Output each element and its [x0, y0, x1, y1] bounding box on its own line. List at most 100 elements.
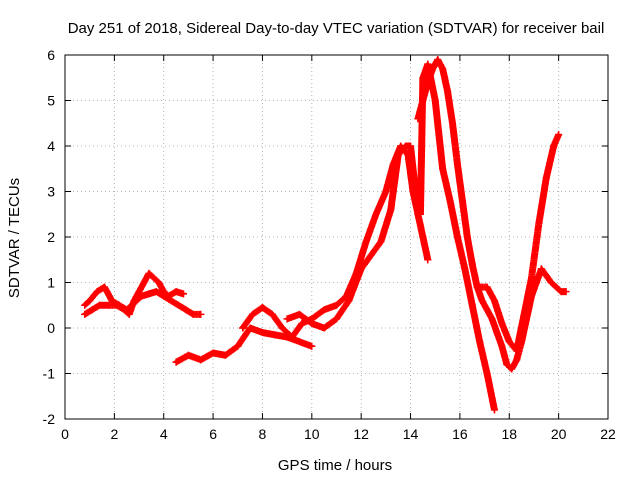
data-point — [542, 272, 550, 280]
data-point — [508, 365, 516, 373]
series-track-g — [476, 131, 563, 355]
data-point — [320, 306, 328, 314]
data-point — [483, 283, 491, 291]
data-point — [550, 142, 558, 150]
data-point — [113, 301, 121, 309]
data-point — [562, 288, 570, 296]
data-point — [439, 65, 447, 73]
data-point — [271, 331, 279, 339]
data-point — [444, 87, 452, 95]
data-point — [239, 324, 247, 332]
data-point — [197, 310, 205, 318]
y-tick-label: 3 — [47, 184, 55, 200]
data-point — [377, 238, 385, 246]
data-point — [268, 310, 276, 318]
x-tick-label: 14 — [403, 426, 419, 442]
data-point — [357, 265, 365, 273]
data-point — [498, 342, 506, 350]
data-point — [411, 188, 419, 195]
data-point — [490, 297, 498, 305]
x-tick-label: 16 — [452, 426, 468, 442]
data-point — [520, 310, 528, 318]
data-point — [288, 333, 296, 341]
x-tick-label: 12 — [353, 426, 369, 442]
x-tick-label: 22 — [600, 426, 616, 442]
data-point — [483, 370, 491, 377]
x-tick-label: 8 — [259, 426, 267, 442]
data-point — [555, 131, 563, 139]
series-track-a — [81, 283, 205, 318]
data-point — [414, 115, 422, 123]
data-point — [453, 233, 461, 241]
chart-title: Day 251 of 2018, Sidereal Day-to-day VTE… — [68, 20, 605, 37]
data-point — [96, 301, 104, 309]
y-tick-label: -1 — [43, 366, 56, 382]
data-point — [439, 165, 447, 173]
x-tick-label: 0 — [61, 426, 69, 442]
data-point — [552, 283, 560, 291]
y-tick-label: -2 — [43, 411, 56, 427]
data-point — [362, 238, 370, 246]
data-point — [505, 338, 513, 346]
data-point — [130, 297, 138, 305]
data-point — [100, 283, 108, 291]
data-point — [419, 97, 427, 104]
x-tick-label: 4 — [160, 426, 168, 442]
data-point — [298, 319, 306, 327]
data-point — [476, 338, 484, 346]
data-point — [429, 65, 437, 73]
x-tick-label: 2 — [110, 426, 118, 442]
data-point — [209, 349, 217, 357]
data-point — [320, 324, 328, 332]
data-point — [503, 360, 511, 368]
data-point — [434, 56, 442, 64]
series-track-d — [239, 142, 432, 341]
data-point — [152, 288, 160, 296]
data-point — [86, 297, 94, 305]
data-point — [155, 279, 163, 286]
data-point — [419, 74, 427, 82]
data-point — [160, 288, 168, 296]
series-markers — [239, 142, 432, 341]
data-point — [461, 265, 469, 273]
data-point — [197, 356, 205, 364]
y-tick-label: 4 — [47, 138, 55, 154]
data-point — [488, 315, 496, 323]
data-marks — [81, 56, 570, 414]
data-point — [416, 210, 424, 218]
data-point — [249, 310, 257, 318]
data-point — [189, 310, 197, 318]
data-point — [105, 301, 113, 309]
data-point — [535, 219, 543, 227]
x-axis-label: GPS time / hours — [278, 457, 392, 474]
plot-frame — [64, 54, 609, 420]
y-tick-label: 2 — [47, 229, 55, 245]
data-point — [478, 297, 486, 305]
data-point — [547, 279, 555, 286]
data-point — [513, 347, 521, 355]
data-point — [476, 283, 484, 291]
y-tick-label: 1 — [47, 275, 55, 291]
data-point — [498, 319, 506, 327]
data-point — [424, 256, 432, 264]
data-point — [135, 288, 143, 296]
data-point — [394, 151, 402, 159]
data-point — [234, 342, 242, 350]
y-axis-label: SDTVAR / TECUs — [6, 178, 23, 298]
data-point — [246, 324, 254, 332]
data-point — [333, 301, 340, 309]
data-point — [258, 329, 266, 337]
data-point — [527, 274, 535, 282]
data-point — [372, 210, 380, 218]
series-track-e — [283, 60, 498, 414]
data-point — [308, 342, 316, 350]
x-tick-label: 20 — [551, 426, 567, 442]
y-tick-label: 0 — [47, 320, 55, 336]
series-track-c — [172, 324, 316, 366]
x-tick-label: 10 — [304, 426, 320, 442]
x-tick-label: 18 — [501, 426, 517, 442]
data-point — [367, 251, 375, 259]
data-point — [167, 297, 175, 305]
